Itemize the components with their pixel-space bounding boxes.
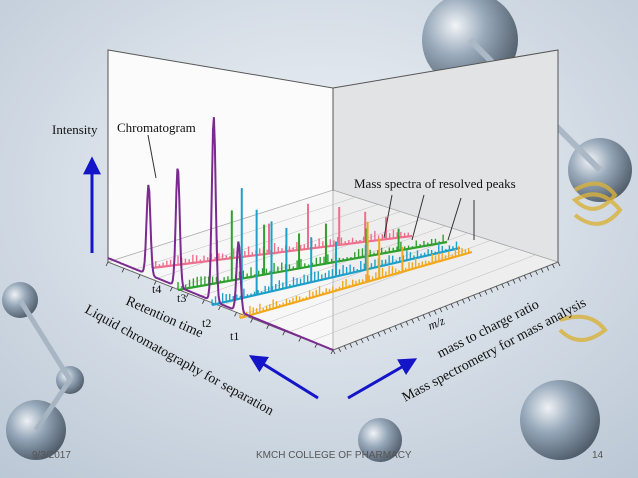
mz-tick (360, 338, 364, 344)
footer-page-number: 14 (592, 450, 604, 461)
mz-tick (417, 316, 420, 322)
mz-tick (546, 266, 550, 271)
floor-gridline (265, 240, 491, 324)
time-tick-t4: t4 (152, 282, 161, 296)
mz-tick (338, 347, 341, 352)
retention-tick (121, 268, 125, 273)
mz-tick (388, 327, 392, 333)
retention-tick (314, 343, 318, 348)
mz-tick (456, 301, 460, 306)
retention-tick (185, 293, 189, 298)
ms-arrow (347, 358, 418, 400)
spectrum-4 (239, 221, 473, 320)
mz-tick (383, 330, 386, 335)
mz-tick (400, 323, 403, 328)
mz-tick (462, 299, 465, 304)
mz-tick (411, 319, 415, 324)
retention-tick (266, 324, 270, 330)
mz-tick (523, 275, 527, 280)
mass-spectra-label: Mass spectra of resolved peaks (354, 176, 516, 191)
mz-tick (484, 290, 488, 295)
chromatogram-callout (147, 134, 157, 179)
mz-tick (473, 294, 476, 300)
chromatogram-trace (107, 117, 334, 351)
retention-tick (105, 261, 109, 267)
mz-tick (478, 292, 482, 297)
retention-tick (202, 299, 205, 304)
time-tick-t1: t1 (230, 329, 239, 343)
mz-tick (557, 261, 561, 267)
mz-tick (439, 308, 443, 313)
mz-axis-ticks (332, 261, 561, 355)
mz-tick (512, 279, 516, 284)
mz-tick (394, 325, 398, 330)
retention-tick (153, 280, 157, 286)
spectrum-3 (211, 188, 461, 307)
mz-tick (445, 305, 448, 311)
chromatogram-label: Chromatogram (117, 120, 196, 135)
lc-arrow (248, 355, 319, 400)
mz-tick (355, 341, 358, 346)
mass-spectra-callouts (383, 194, 475, 241)
mz-label: m/z (426, 313, 447, 332)
mz-tick (366, 336, 370, 341)
mz-tick (507, 281, 510, 286)
time-tick-t2: t2 (202, 316, 211, 330)
mz-tick (422, 314, 426, 319)
retention-tick (250, 318, 254, 323)
retention-tick (298, 337, 302, 342)
mz-tick (349, 343, 353, 348)
intensity-label: Intensity (52, 122, 98, 137)
footer-date: 9/3/2017 (32, 450, 71, 461)
helix-decoration (558, 181, 623, 342)
mz-tick (433, 310, 437, 315)
mz-tick (428, 312, 431, 317)
floor-gridline (310, 254, 536, 342)
mz-tick (405, 321, 409, 326)
mz-tick (332, 349, 336, 355)
floor-gridline (152, 204, 379, 280)
mz-tick (372, 334, 375, 339)
mz-tick (540, 268, 544, 273)
floor-gridline (130, 196, 356, 272)
mz-tick (529, 272, 533, 278)
mz-tick (495, 286, 499, 291)
floor-gridline (175, 211, 401, 289)
mz-tick (467, 297, 471, 302)
mz-tick (377, 332, 381, 337)
mz-tick (490, 288, 493, 293)
floor-gridline (242, 232, 469, 316)
retention-tick (234, 312, 237, 317)
mz-tick (343, 345, 347, 350)
floor-gridline (287, 247, 514, 333)
retention-axis-ticks (105, 261, 334, 355)
retention-tick (282, 330, 286, 336)
mass-spectra (151, 188, 473, 320)
time-tick-t3: t3 (177, 291, 186, 305)
footer-college: KMCH COLLEGE OF PHARMACY (256, 450, 412, 461)
mz-tick (501, 283, 505, 289)
retention-tick (169, 286, 173, 292)
mz-tick (535, 270, 538, 275)
mz-tick (518, 277, 521, 282)
mz-tick (450, 303, 454, 308)
retention-tick (137, 274, 141, 279)
mz-tick (552, 264, 555, 269)
retention-tick (218, 305, 221, 311)
